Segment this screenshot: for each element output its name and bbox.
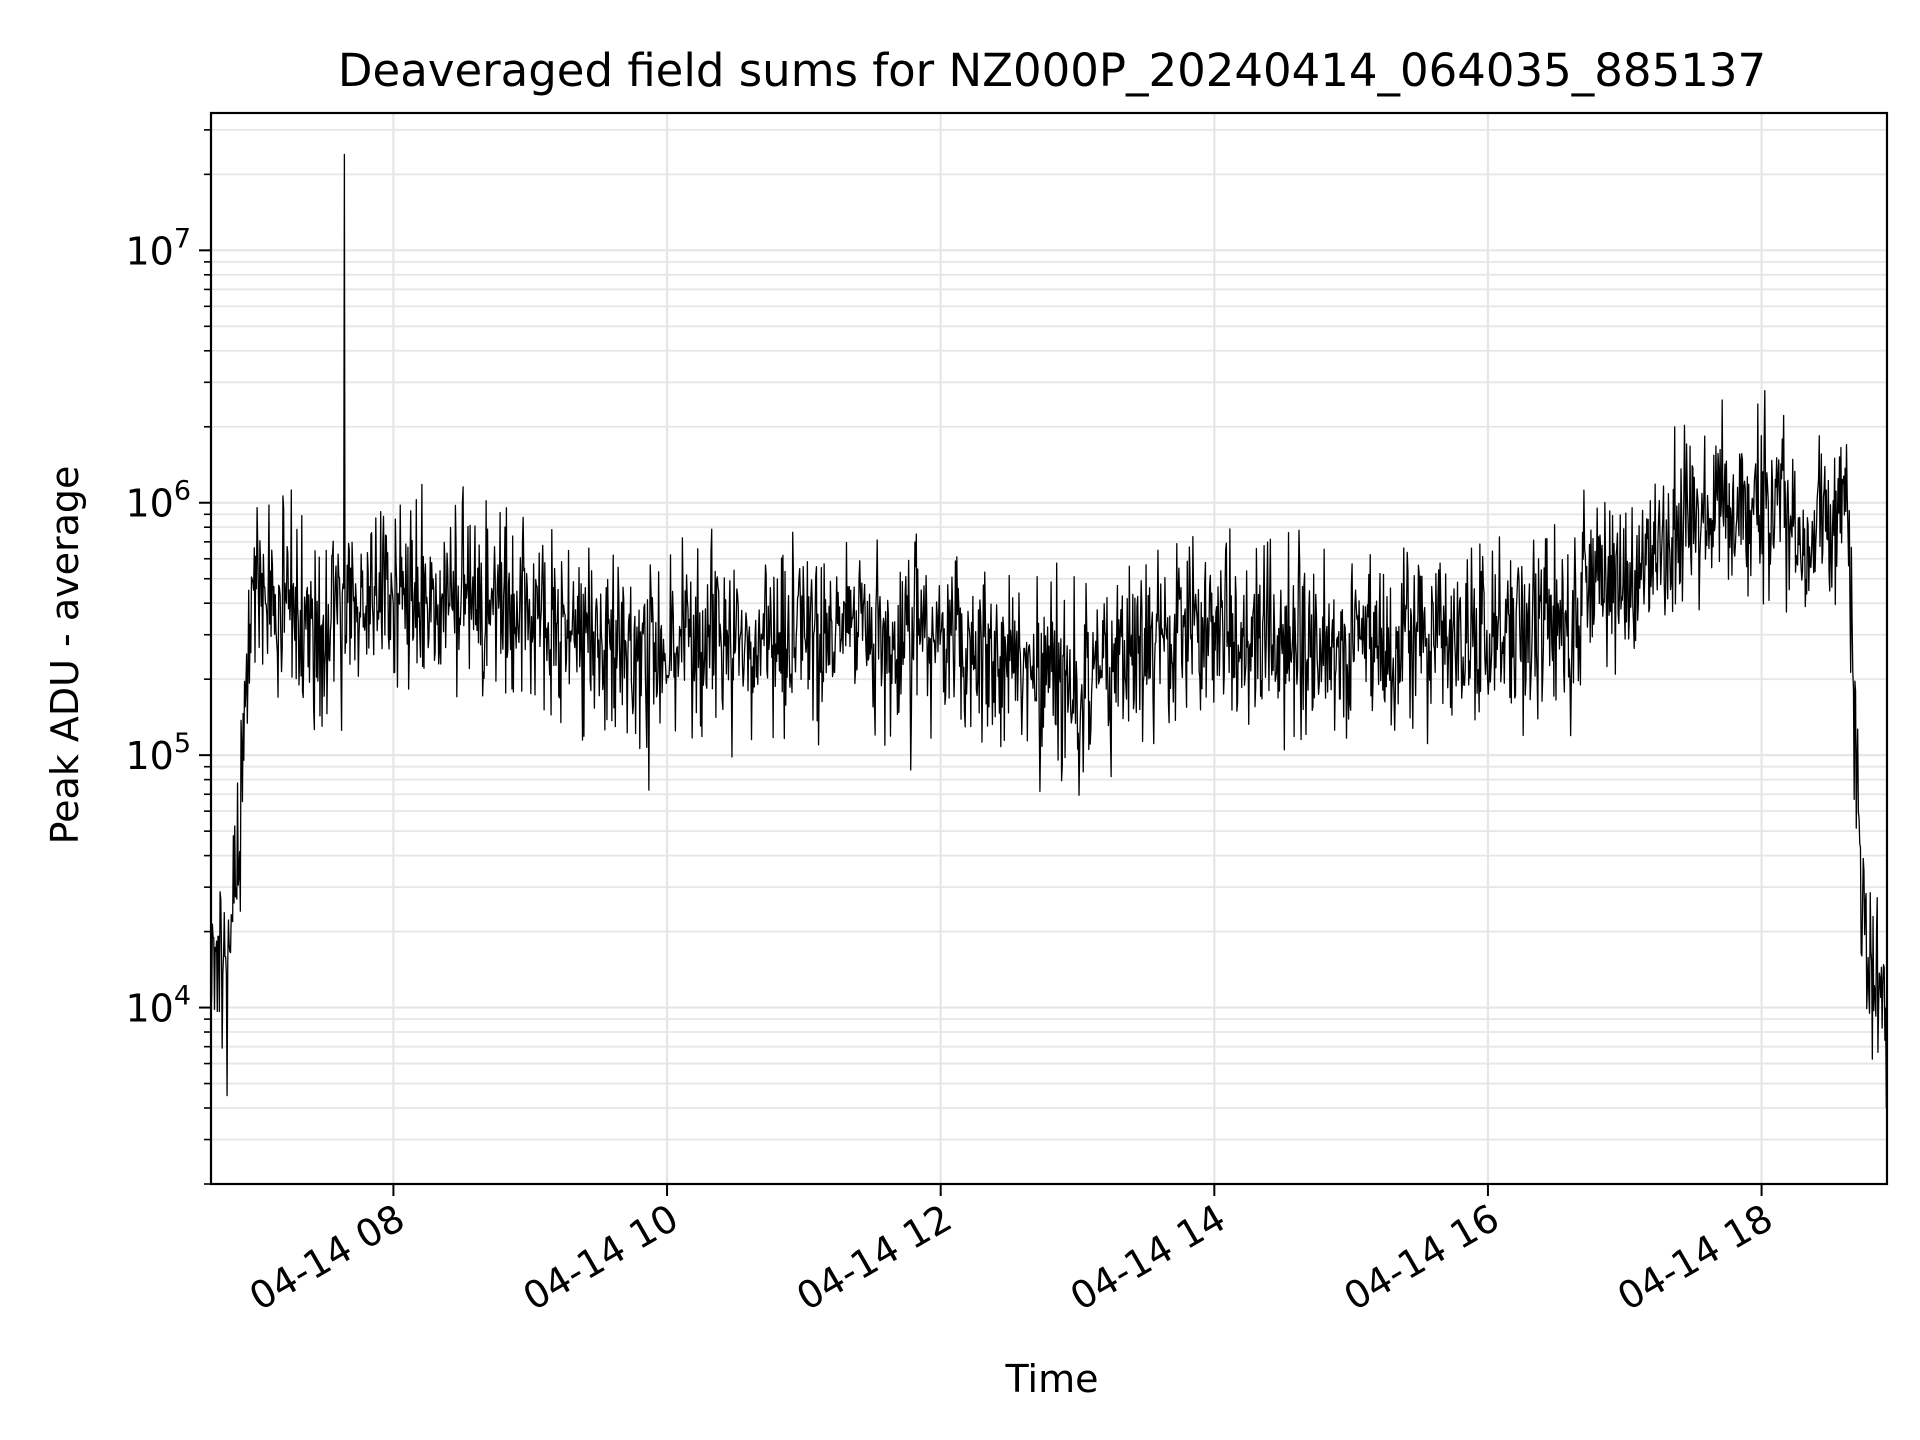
plot-frame [209, 111, 1889, 1186]
y-tick-label: 106 [125, 476, 191, 526]
series-line [210, 153, 1888, 1109]
y-axis-label: Peak ADU - average [43, 466, 87, 845]
y-tick-label: 104 [125, 981, 191, 1031]
y-tick-label: 107 [125, 223, 191, 273]
chart-title: Deaveraged field sums for NZ000P_2024041… [338, 44, 1766, 97]
y-axis: 104 105 106 107 [125, 129, 211, 1185]
series-layer [210, 153, 1888, 1109]
x-axis-label: Time [1005, 1357, 1099, 1401]
y-tick-label: 105 [125, 728, 191, 778]
